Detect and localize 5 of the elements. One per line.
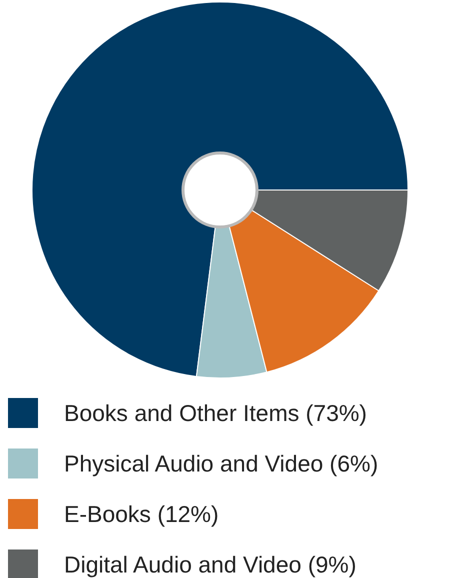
donut-slice [32,2,408,378]
legend-label: Physical Audio and Video (6%) [64,450,378,477]
legend-label: Books and Other Items (73%) [64,400,367,426]
legend-label: Digital Audio and Video (9%) [64,552,356,578]
legend-label: E-Books (12%) [64,501,219,528]
